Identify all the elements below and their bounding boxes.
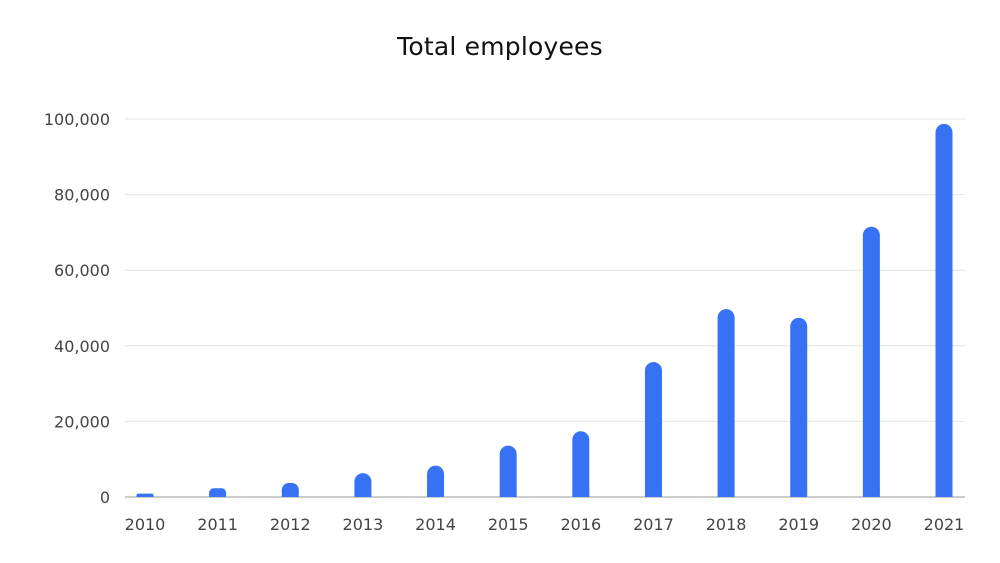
bar-base-2011 [209, 492, 227, 497]
bar-base-2020 [862, 488, 880, 497]
bar-base-2017 [644, 488, 662, 497]
y-tick-label: 80,000 [54, 186, 110, 205]
x-tick-label: 2015 [488, 515, 529, 534]
x-tick-label: 2018 [706, 515, 747, 534]
x-tick-label: 2012 [270, 515, 311, 534]
bar-2020 [862, 226, 880, 498]
x-tick-label: 2011 [197, 515, 238, 534]
x-axis-ticks: 2010 2011 2012 2013 2014 2015 2016 2017 2018 2019… [125, 515, 965, 534]
bar-2017 [644, 362, 662, 497]
y-tick-label: 60,000 [54, 261, 110, 280]
bar-2018 [717, 309, 735, 497]
bars [136, 123, 953, 498]
bar-base-2018 [717, 488, 735, 497]
x-tick-label: 2020 [851, 515, 892, 534]
x-tick-label: 2016 [560, 515, 601, 534]
y-tick-label: 0 [100, 488, 110, 507]
bar-base-2012 [281, 490, 299, 497]
x-tick-label: 2010 [125, 515, 166, 534]
bar-base-2019 [790, 488, 808, 497]
x-tick-label: 2019 [778, 515, 819, 534]
bar-2021 [935, 123, 953, 497]
gridlines [125, 118, 965, 498]
y-tick-label: 40,000 [54, 337, 110, 356]
bar-base-2015 [499, 488, 517, 497]
bar-2016 [572, 431, 590, 497]
x-tick-label: 2017 [633, 515, 674, 534]
y-axis-ticks: 0 20,000 40,000 60,000 80,000 100,000 [44, 110, 110, 507]
bar-2019 [790, 317, 808, 497]
bar-base-2016 [572, 488, 590, 497]
x-tick-label: 2021 [924, 515, 965, 534]
y-tick-label: 100,000 [44, 110, 110, 129]
x-tick-label: 2014 [415, 515, 456, 534]
chart-title: Total employees [397, 32, 603, 61]
bar-base-2013 [354, 488, 372, 497]
bar-base-2021 [935, 488, 953, 497]
bar-2015 [499, 445, 517, 497]
x-tick-label: 2013 [343, 515, 384, 534]
bar-base-2010 [136, 495, 154, 497]
y-tick-label: 20,000 [54, 412, 110, 431]
bar-base-2014 [427, 488, 445, 497]
